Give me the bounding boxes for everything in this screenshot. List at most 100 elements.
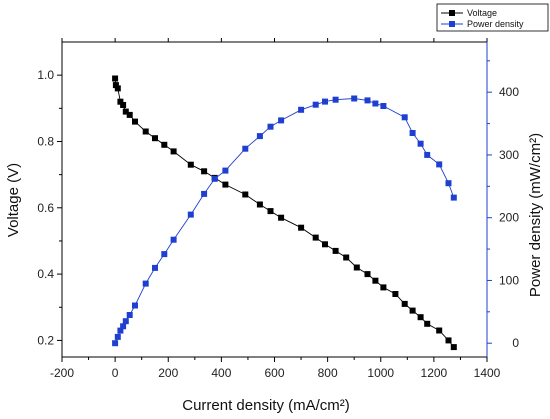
y-left-tick-label: 0.8 [37,134,54,148]
data-point-voltage [372,277,379,284]
y-right-tick-label: 200 [499,211,519,225]
data-point-power-density [364,97,371,104]
data-point-voltage [298,224,305,231]
legend-marker-voltage [449,10,455,16]
data-point-power-density [380,103,387,109]
data-point-voltage [201,168,208,175]
legend-label-power: Power density [467,19,524,29]
data-point-voltage [114,85,121,92]
data-point-voltage [278,214,285,221]
data-point-voltage [409,307,416,314]
data-point-power-density [170,236,177,243]
legend-label-voltage: Voltage [467,8,497,18]
data-point-voltage [242,191,249,198]
data-point-voltage [112,82,119,89]
data-point-voltage [424,320,431,327]
y-axis-right-title: Power density (mW/cm²) [527,133,544,297]
data-point-power-density [450,194,457,201]
y-right-tick-label: 300 [499,148,519,162]
axes-layer: -200 0 200 400 600 800 1000 1200 14000.20.40.60.… [37,38,519,380]
data-point-voltage [445,337,452,344]
data-point-power-density [417,140,424,147]
data-point-power-density [187,211,194,218]
data-point-power-density [267,123,274,130]
data-point-power-density [117,327,124,334]
data-point-power-density [278,117,285,124]
data-point-power-density [132,302,138,309]
y-right-tick-label: 100 [499,273,519,287]
x-tick-label: 400 [211,366,231,380]
y-left-tick-label: 1.0 [37,68,54,82]
y-right-tick-label: 0 [512,336,519,350]
data-point-voltage [267,208,274,215]
x-tick-label: 1200 [421,366,448,380]
x-tick-label: 1400 [474,366,501,380]
data-point-voltage [120,102,127,108]
x-tick-label: 0 [112,366,119,380]
data-point-power-density [424,151,431,158]
data-point-power-density [222,167,229,174]
data-point-power-density [256,133,263,140]
data-point-power-density [312,101,319,108]
data-point-voltage [343,254,350,261]
x-tick-label: 200 [158,366,178,380]
data-point-voltage [117,98,124,105]
data-point-voltage [256,201,263,208]
data-point-voltage [450,344,457,351]
data-point-power-density [142,280,149,287]
data-point-power-density [332,96,339,103]
y-right-tick-label: 400 [499,85,519,99]
data-point-power-density [120,323,127,330]
y-axis-left-title: Voltage (V) [5,163,22,237]
data-point-power-density [161,251,168,258]
data-point-voltage [322,241,328,248]
data-point-voltage [380,284,387,291]
data-point-power-density [445,180,452,187]
x-tick-label: -200 [50,366,74,380]
data-point-power-density [401,114,408,121]
data-point-power-density [126,312,133,318]
x-tick-label: 600 [264,366,284,380]
data-point-voltage [436,327,443,334]
data-point-voltage [401,300,408,307]
data-point-power-density [372,100,379,107]
y-left-tick-label: 0.4 [37,267,54,281]
data-point-voltage [222,181,229,188]
data-point-power-density [298,106,305,113]
legend: Voltage Power density [436,3,549,32]
data-point-voltage [364,271,371,278]
data-point-voltage [312,234,319,241]
data-point-power-density [114,333,121,340]
data-point-voltage [112,75,119,82]
data-point-voltage [126,111,133,118]
data-point-power-density [122,318,129,325]
y-left-tick-label: 0.2 [37,333,54,347]
legend-marker-power [449,21,455,27]
data-point-voltage [152,135,158,142]
data-point-voltage [187,161,194,168]
data-point-voltage [332,247,339,254]
data-point-power-density [322,98,328,105]
data-point-voltage [142,128,149,135]
data-point-voltage [170,148,177,155]
series-layer [112,75,457,351]
data-point-voltage [161,141,168,148]
data-point-power-density [201,190,208,197]
data-point-power-density [211,175,218,182]
data-point-power-density [152,264,158,271]
x-axis-title: Current density (mA/cm²) [182,397,350,414]
data-point-power-density [242,145,249,152]
data-point-voltage [132,118,138,125]
data-point-voltage [122,108,129,115]
data-point-voltage [353,264,360,271]
data-point-power-density [436,161,443,168]
data-point-voltage [392,291,399,297]
y-left-tick-label: 0.6 [37,201,54,215]
legend-box [436,3,549,32]
data-point-power-density [409,130,416,136]
data-point-power-density [351,95,358,102]
series-line-power-density [114,98,455,344]
data-point-power-density [112,340,119,347]
x-tick-label: 800 [318,366,338,380]
